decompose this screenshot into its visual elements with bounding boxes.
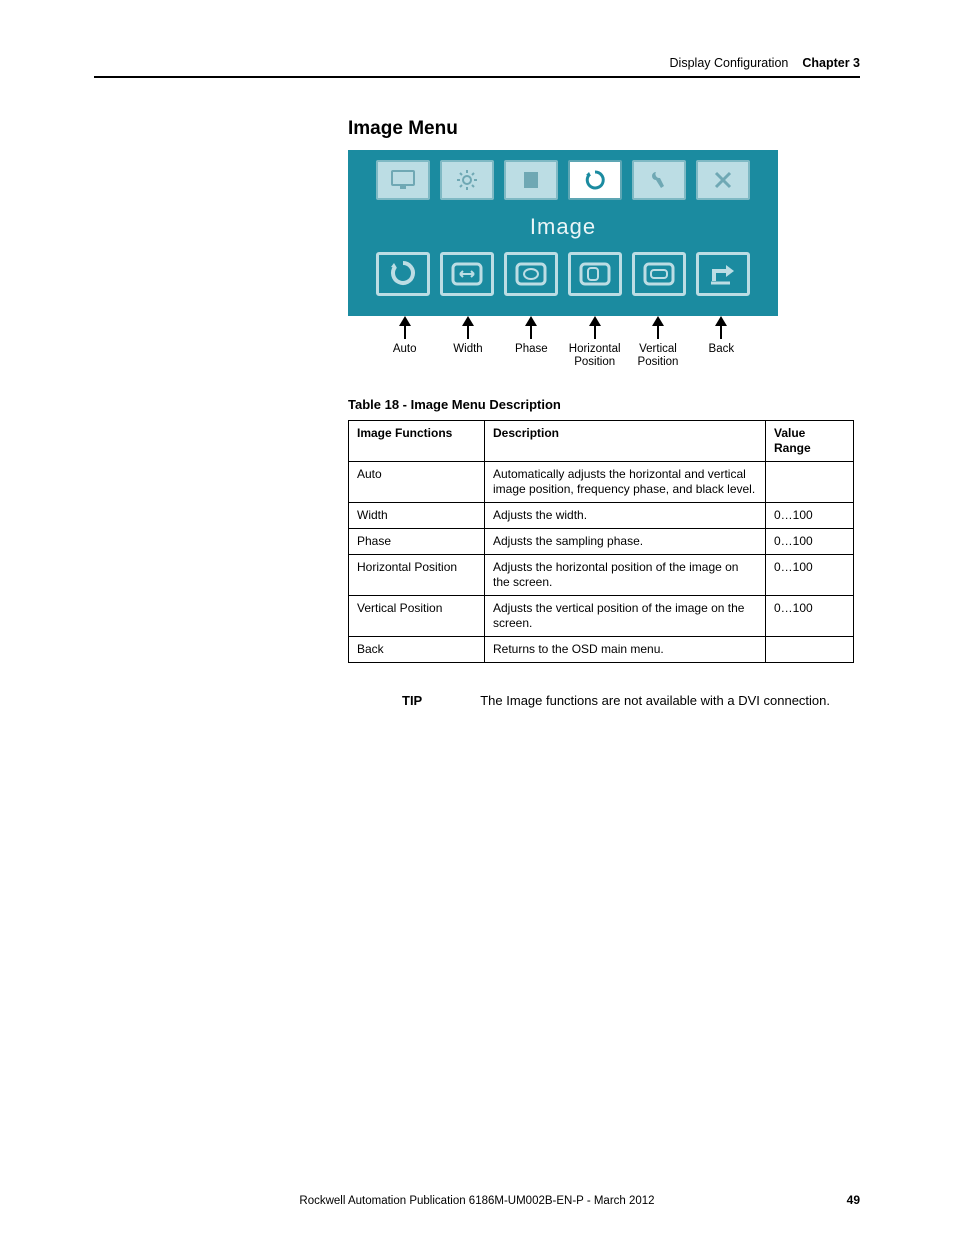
callout-vpos: Vertical Position xyxy=(631,343,684,369)
osd-back-icon xyxy=(696,252,750,296)
th-description: Description xyxy=(485,421,766,462)
osd-tab-color-icon xyxy=(504,160,558,200)
section-title: Image Menu xyxy=(348,118,860,140)
osd-callouts: Auto Width Phase Horizontal Position Ver… xyxy=(348,316,778,369)
callout-phase: Phase xyxy=(505,343,558,369)
osd-tab-exit-icon xyxy=(696,160,750,200)
osd-button-row xyxy=(348,252,778,304)
osd-figure: Image xyxy=(348,150,778,316)
osd-tab-image-icon xyxy=(568,160,622,200)
table-row: WidthAdjusts the width.0…100 xyxy=(349,503,854,529)
osd-phase-icon xyxy=(504,252,558,296)
tip-block: TIP The Image functions are not availabl… xyxy=(348,693,860,708)
table-row: Vertical PositionAdjusts the vertical po… xyxy=(349,596,854,637)
th-functions: Image Functions xyxy=(349,421,485,462)
osd-width-icon xyxy=(440,252,494,296)
osd-auto-icon xyxy=(376,252,430,296)
table-title: Table 18 - Image Menu Description xyxy=(348,397,860,412)
header-section: Display Configuration xyxy=(670,56,789,70)
osd-tab-tools-icon xyxy=(632,160,686,200)
table-row: AutoAutomatically adjusts the horizontal… xyxy=(349,462,854,503)
table-row: BackReturns to the OSD main menu. xyxy=(349,637,854,663)
osd-tab-display-icon xyxy=(376,160,430,200)
table-row: Horizontal PositionAdjusts the horizonta… xyxy=(349,555,854,596)
callout-width: Width xyxy=(441,343,494,369)
footer-text: Rockwell Automation Publication 6186M-UM… xyxy=(0,1195,954,1207)
tip-label: TIP xyxy=(402,693,422,708)
page-header: Display Configuration Chapter 3 xyxy=(94,56,860,78)
callout-back: Back xyxy=(695,343,748,369)
header-chapter: Chapter 3 xyxy=(802,56,860,70)
callout-hpos: Horizontal Position xyxy=(568,343,621,369)
osd-hposition-icon xyxy=(568,252,622,296)
osd-tab-brightness-icon xyxy=(440,160,494,200)
table-row: PhaseAdjusts the sampling phase.0…100 xyxy=(349,529,854,555)
callout-auto: Auto xyxy=(378,343,431,369)
th-range: Value Range xyxy=(766,421,854,462)
image-menu-table: Image Functions Description Value Range … xyxy=(348,420,854,663)
osd-title: Image xyxy=(348,200,778,252)
osd-vposition-icon xyxy=(632,252,686,296)
osd-tab-row xyxy=(348,160,778,200)
page-number: 49 xyxy=(847,1193,860,1207)
tip-text: The Image functions are not available wi… xyxy=(480,693,830,708)
